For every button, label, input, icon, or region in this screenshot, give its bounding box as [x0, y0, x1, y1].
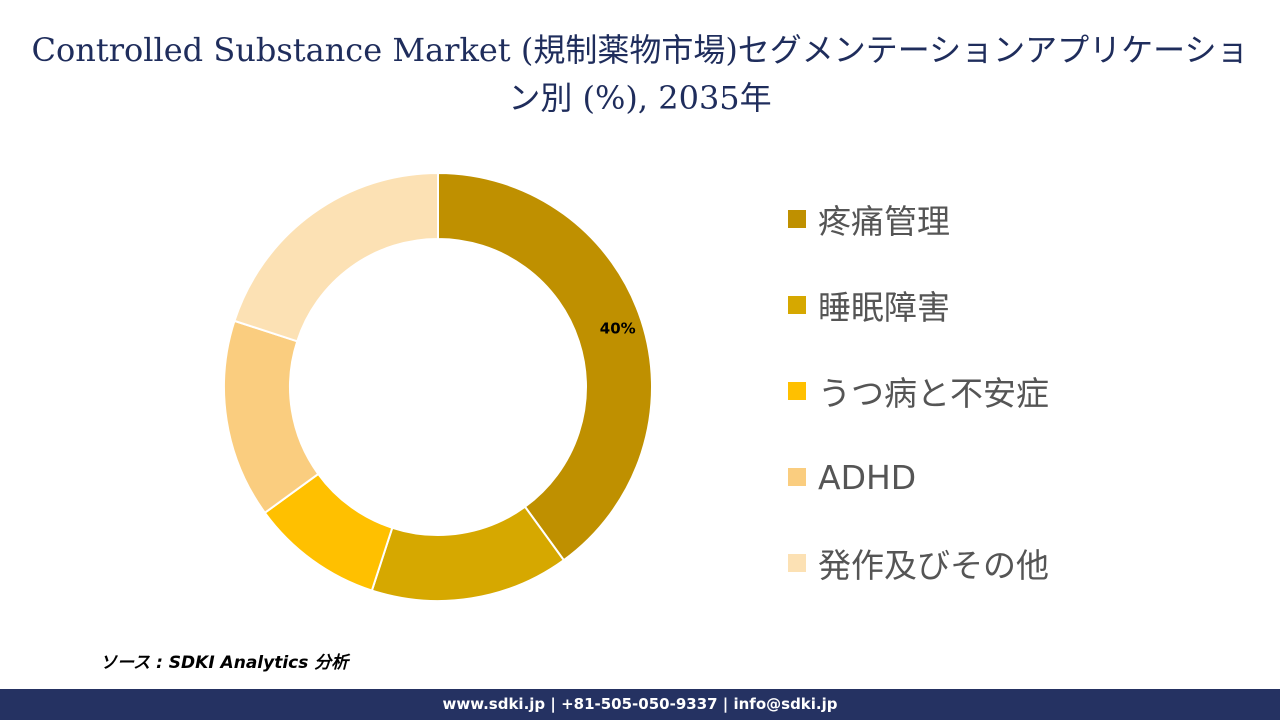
legend-label-2: 睡眠障害 [818, 288, 950, 327]
footer-bar: www.sdki.jp | +81-505-050-9337 | info@sd… [0, 689, 1280, 720]
legend-label-3: うつ病と不安症 [818, 374, 1049, 413]
legend-label-5: 発作及びその他 [818, 546, 1049, 585]
legend-item-1: 疼痛管理 [788, 176, 1268, 262]
source-note: ソース : SDKI Analytics 分析 [100, 653, 349, 673]
legend-item-2: 睡眠障害 [788, 262, 1268, 348]
chart-title: Controlled Substance Market (規制薬物市場)セグメン… [31, 31, 1249, 117]
legend-swatch-1 [788, 210, 806, 228]
donut-chart: 40% [223, 171, 653, 602]
donut-slice-5 [233, 171, 439, 343]
donut-slice-2 [370, 505, 566, 602]
legend-swatch-5 [788, 554, 806, 572]
footer-contact: www.sdki.jp | +81-505-050-9337 | info@sd… [442, 695, 838, 713]
legend-item-4: ADHD [788, 434, 1268, 520]
donut-slice-4 [223, 319, 320, 515]
data-label-slice-1: 40% [600, 320, 636, 338]
donut-slice-1 [437, 171, 653, 562]
legend-swatch-4 [788, 468, 806, 486]
legend-item-3: うつ病と不安症 [788, 348, 1268, 434]
legend-label-1: 疼痛管理 [818, 202, 950, 241]
legend-swatch-2 [788, 296, 806, 314]
legend-swatch-3 [788, 382, 806, 400]
legend-label-4: ADHD [818, 457, 917, 497]
chart-legend: 疼痛管理睡眠障害うつ病と不安症 ADHD 発作及びその他 [788, 176, 1268, 606]
legend-item-5: 発作及びその他 [788, 520, 1268, 606]
